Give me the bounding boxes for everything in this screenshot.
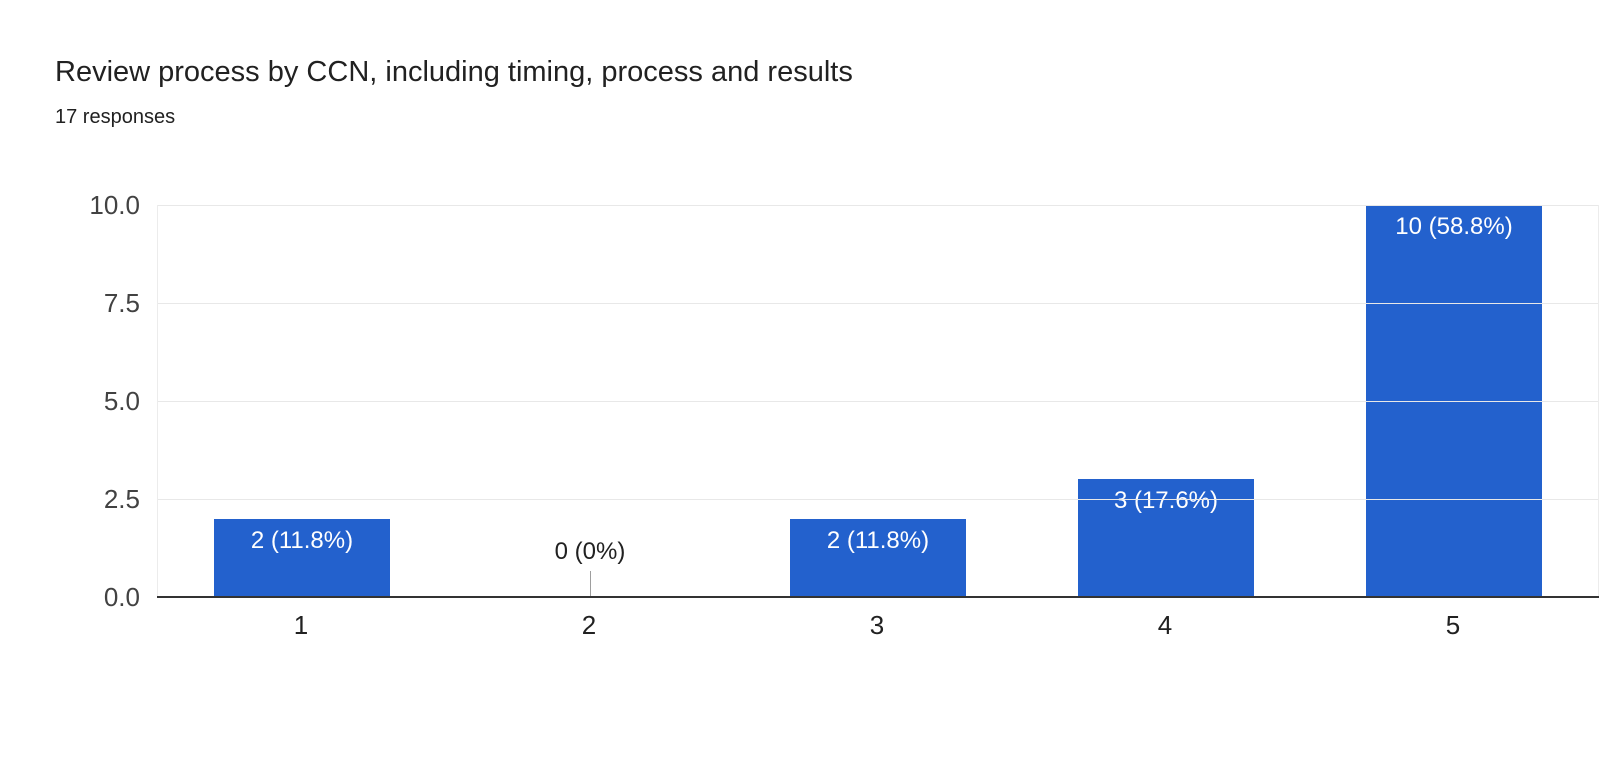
x-tick-label: 3 — [869, 610, 885, 640]
gridline — [158, 205, 1598, 206]
gridline — [158, 303, 1598, 304]
chart-title: Review process by CCN, including timing,… — [55, 56, 853, 88]
y-axis: 10.0 7.5 5.0 2.5 0.0 — [0, 191, 140, 611]
x-tick-label: 5 — [1445, 610, 1461, 640]
category-band: 0 (0%) — [446, 205, 734, 597]
bar-value-label: 2 (11.8%) — [826, 526, 930, 554]
response-count: 17 responses — [55, 106, 176, 128]
bar: 3 (17.6%) — [1078, 479, 1254, 597]
bar: 2 (11.8%) — [214, 518, 390, 597]
zero-tick-stub — [590, 571, 591, 597]
gridline — [158, 401, 1598, 402]
x-axis: 1 2 3 4 5 — [157, 608, 1597, 642]
x-axis-baseline — [157, 596, 1599, 598]
bar: 2 (11.8%) — [790, 518, 966, 597]
y-tick-label: 0.0 — [103, 582, 140, 612]
x-tick-label: 4 — [1157, 610, 1173, 640]
category-band: 2 (11.8%) — [734, 205, 1022, 597]
gridline — [158, 499, 1598, 500]
x-tick-label: 2 — [581, 610, 597, 640]
y-tick-label: 10.0 — [89, 190, 140, 220]
y-tick-label: 2.5 — [103, 484, 140, 514]
bar-value-label: 3 (17.6%) — [1113, 487, 1219, 515]
y-tick-label: 7.5 — [103, 288, 140, 318]
x-tick-label: 1 — [293, 610, 309, 640]
category-band: 2 (11.8%) — [158, 205, 446, 597]
zero-value-label: 0 (0%) — [554, 538, 626, 565]
y-tick-label: 5.0 — [103, 386, 140, 416]
plot-area: 2 (11.8%) 0 (0%) 2 (11.8%) 3 (17.6%) 10 (58.… — [157, 205, 1599, 598]
bar-value-label: 10 (58.8%) — [1395, 213, 1513, 240]
bar-value-label: 2 (11.8%) — [250, 526, 354, 554]
